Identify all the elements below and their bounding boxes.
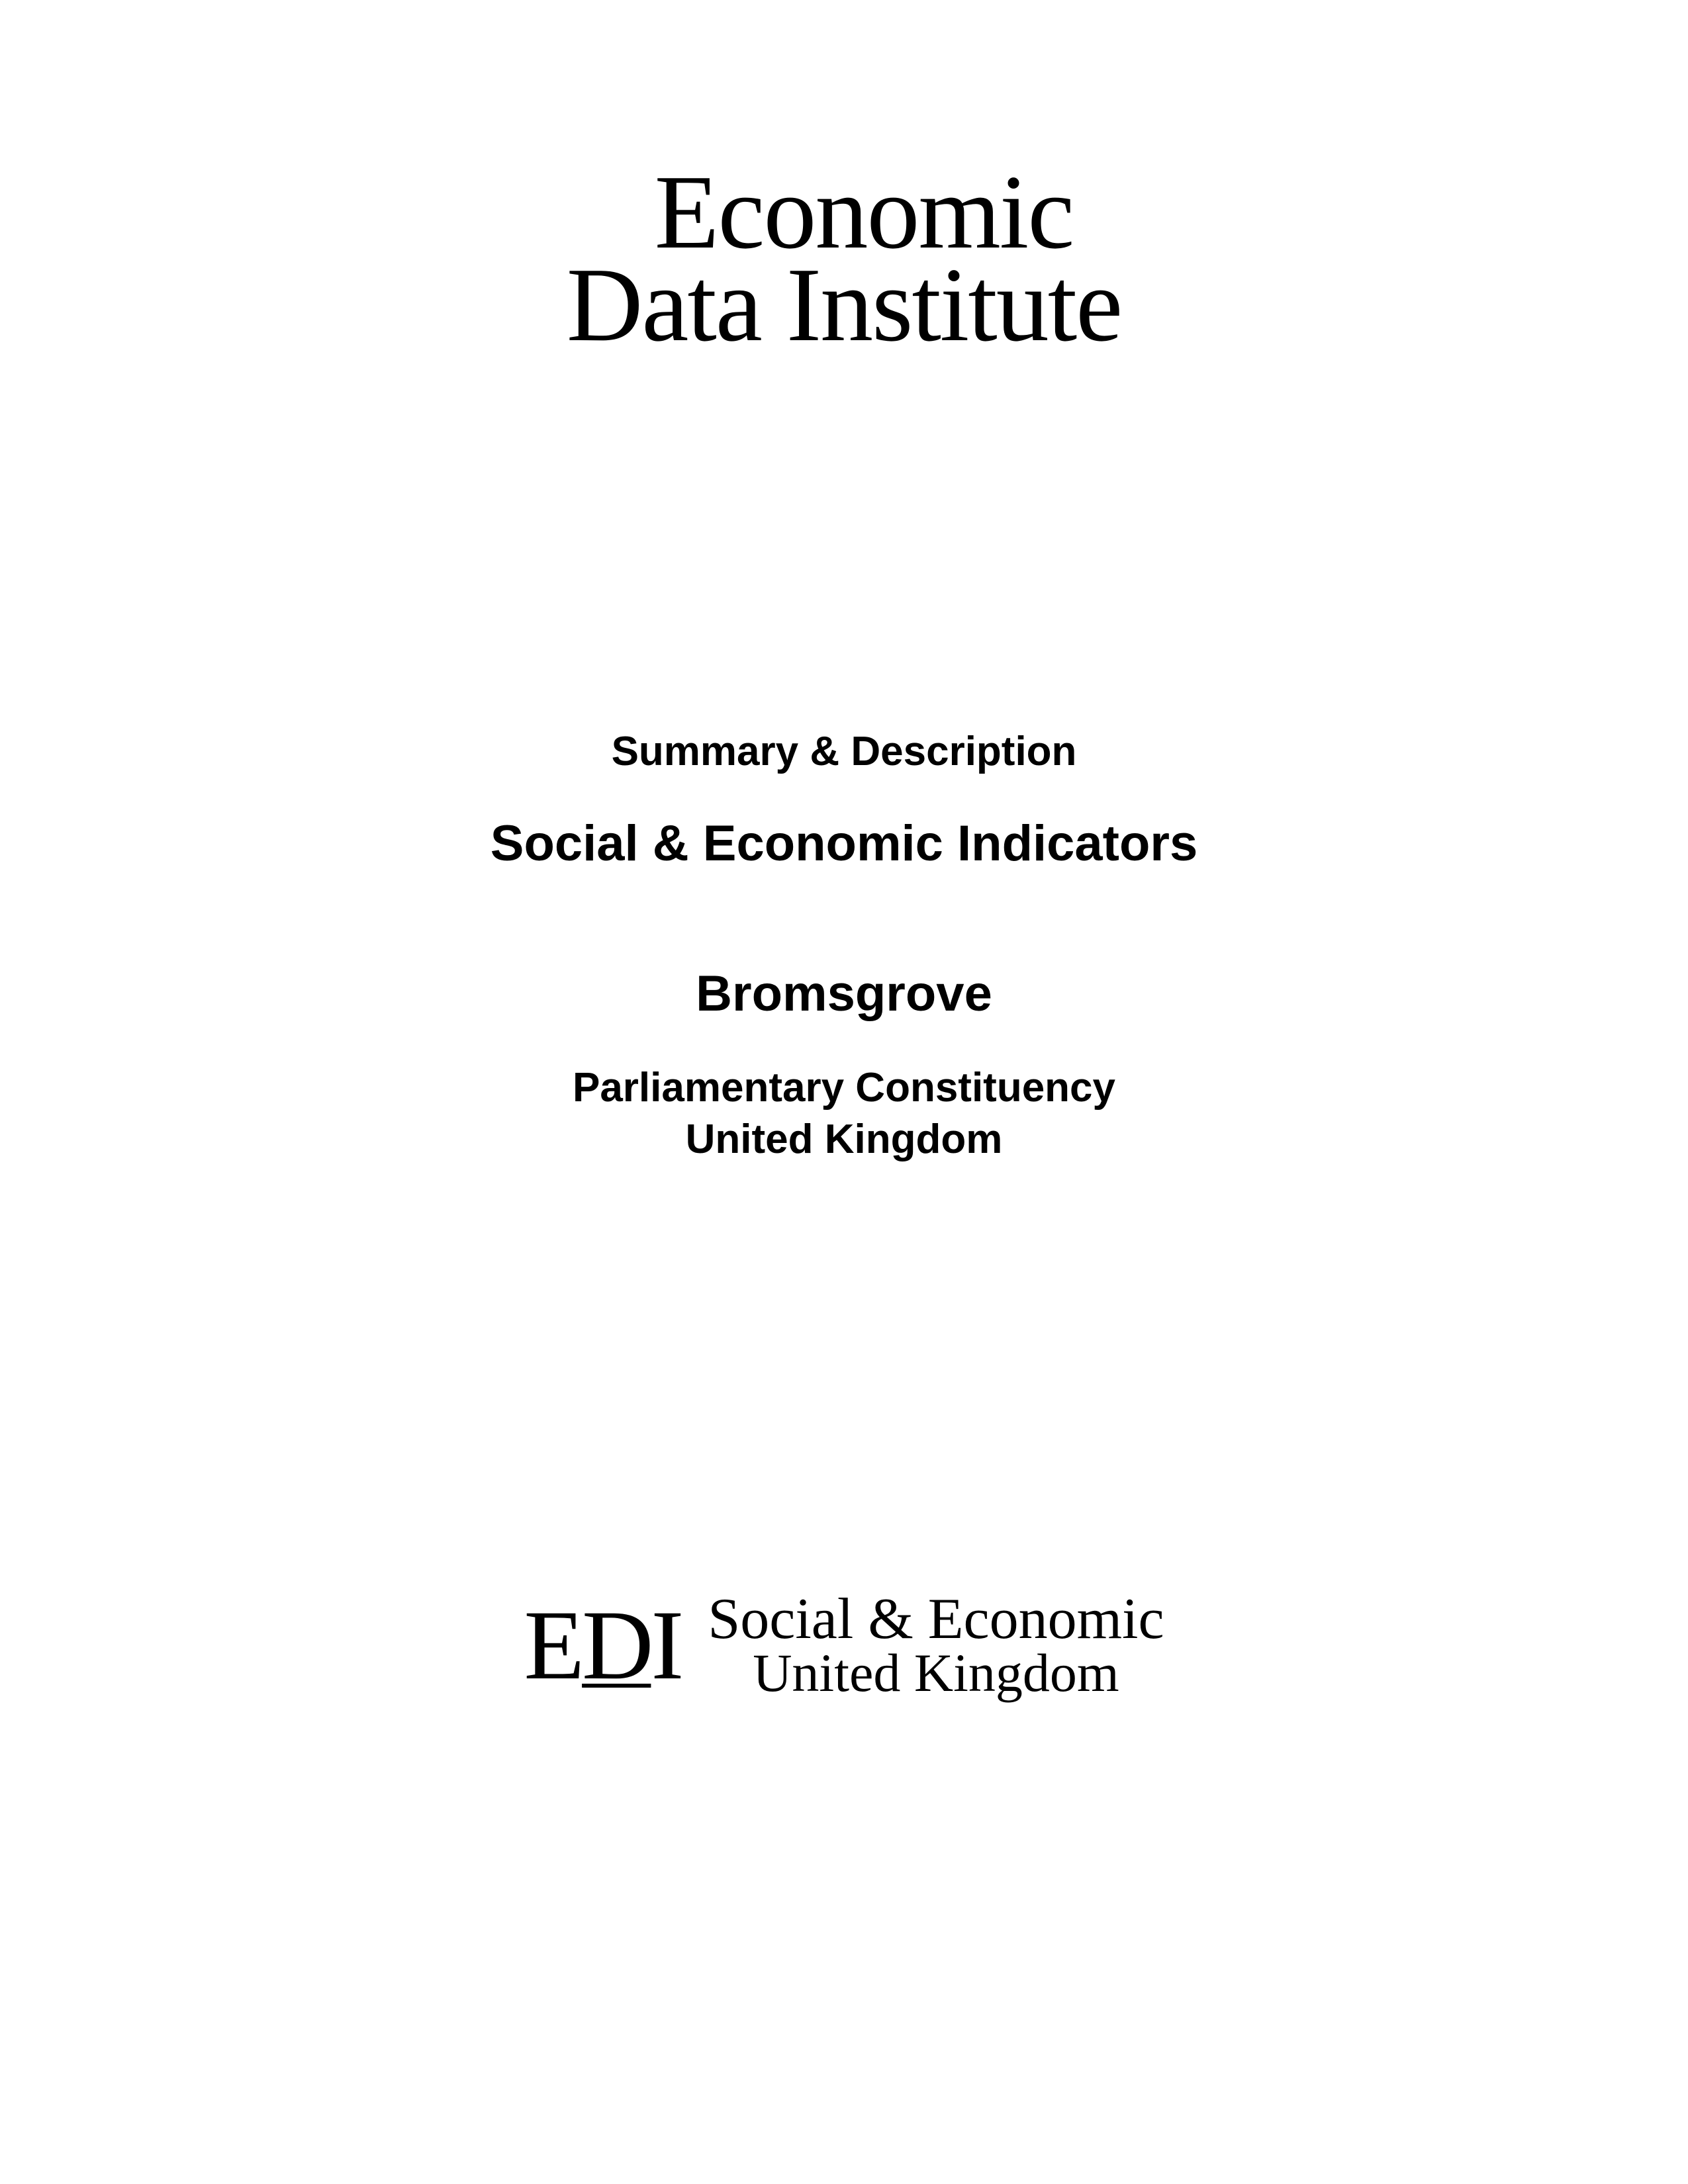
footer-logo-text: Social & Economic United Kingdom xyxy=(708,1590,1164,1700)
footer-logo-line1: Social & Economic xyxy=(708,1590,1164,1649)
header-logo: Economic Data Institute xyxy=(567,159,1121,357)
subtitle-line1: Parliamentary Constituency xyxy=(491,1062,1198,1114)
footer-logo-d: D xyxy=(582,1590,651,1700)
location-name: Bromsgrove xyxy=(491,965,1198,1023)
footer-logo-e: E xyxy=(524,1590,582,1700)
footer-logo-line2: United Kingdom xyxy=(708,1646,1164,1700)
footer-logo-abbrev: EDI xyxy=(524,1588,681,1702)
content-block: Summary & Description Social & Economic … xyxy=(491,728,1198,1165)
footer-logo-i: I xyxy=(651,1590,681,1700)
subtitle-line2: United Kingdom xyxy=(491,1114,1198,1165)
document-title: Social & Economic Indicators xyxy=(491,815,1198,872)
footer-logo: EDI Social & Economic United Kingdom xyxy=(524,1588,1164,1702)
header-logo-line2: Data Institute xyxy=(567,251,1121,357)
summary-label: Summary & Description xyxy=(491,728,1198,775)
document-page: Economic Data Institute Summary & Descri… xyxy=(0,0,1688,2184)
